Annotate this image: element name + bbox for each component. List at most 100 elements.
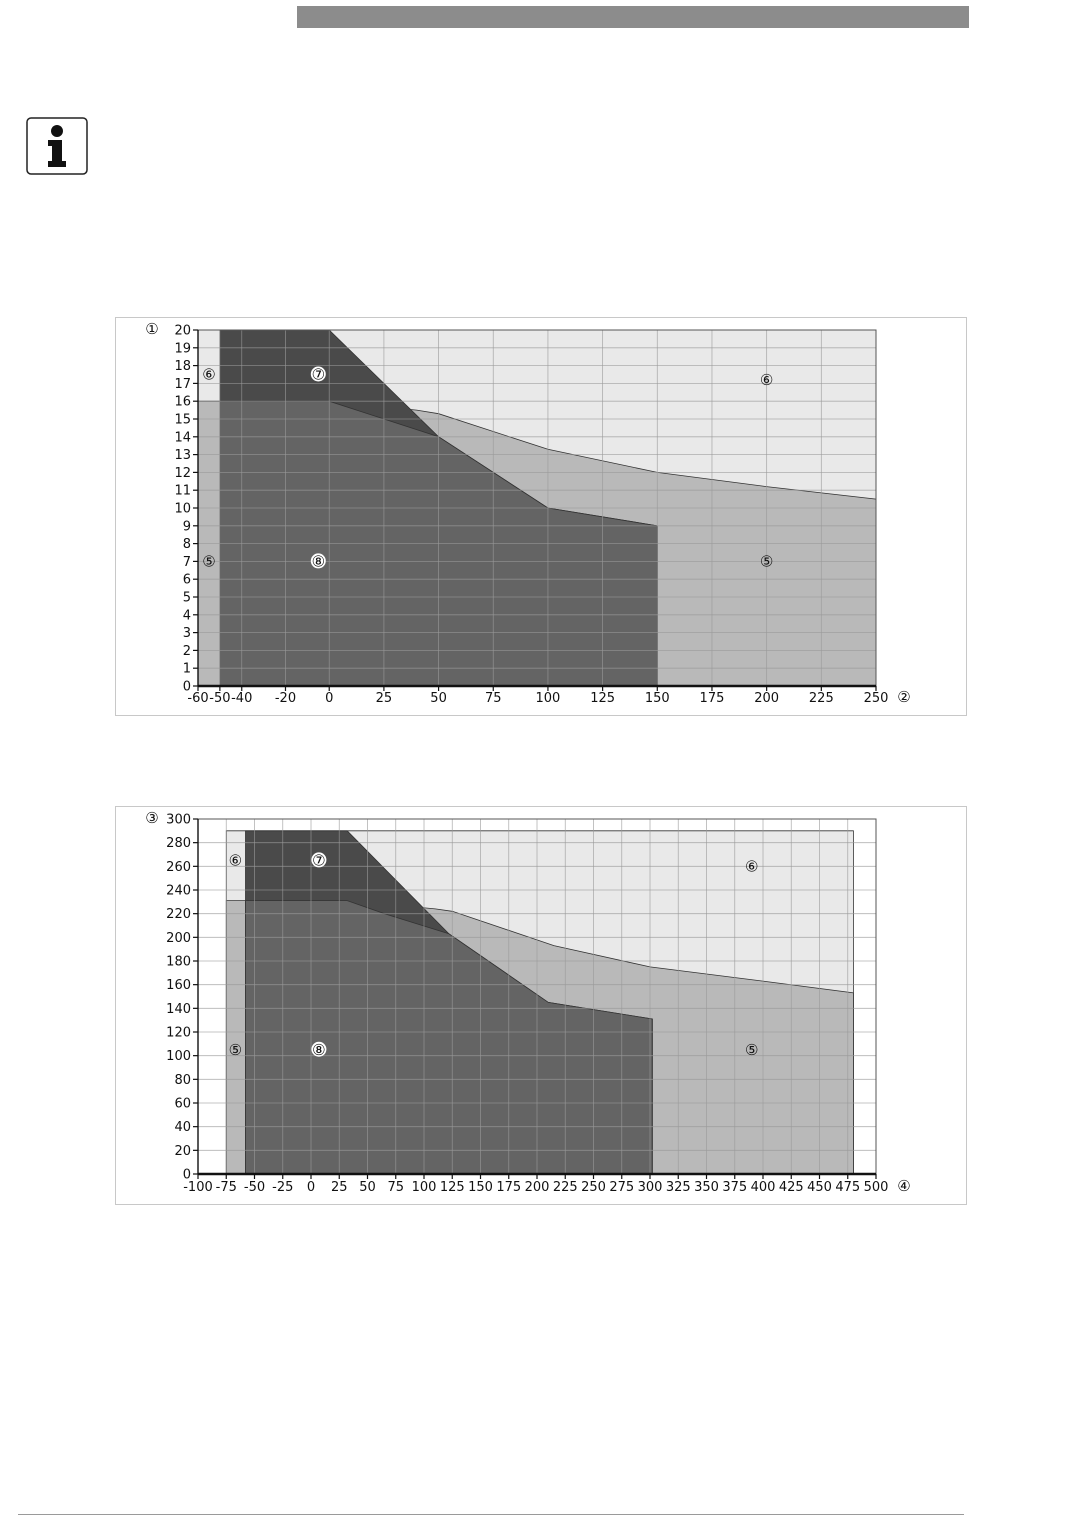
- x-tick-label: 475: [835, 1180, 860, 1195]
- x-axis-marker: ②: [897, 688, 910, 706]
- footer-rule: [18, 1514, 964, 1515]
- x-tick-label: -75: [216, 1180, 237, 1195]
- chart-2-frame: 0 20 40 60 80 100 120 140 160 180 200 220 240 260 280 3…: [115, 806, 967, 1205]
- y-tick-label: 5: [183, 591, 191, 606]
- x-tick-label: 250: [581, 1180, 606, 1195]
- y-tick-label: 15: [174, 413, 191, 428]
- y-axis-marker: ①: [145, 320, 158, 338]
- y-tick-label: 180: [166, 955, 191, 970]
- x-tick-label: -50: [244, 1180, 265, 1195]
- zone-label-backdrop: [311, 852, 327, 868]
- y-tick-label: 20: [174, 324, 191, 339]
- zone-label: ⑤: [229, 1041, 242, 1059]
- x-tick-label: 150: [468, 1180, 493, 1195]
- y-tick-label: 20: [174, 1144, 191, 1159]
- x-tick-label: -25: [272, 1180, 293, 1195]
- x-tick-label: 125: [440, 1180, 465, 1195]
- zone-label-backdrop: [310, 553, 326, 569]
- x-tick-label: 200: [525, 1180, 550, 1195]
- y-tick-label: 19: [174, 341, 191, 356]
- x-tick-label: 0: [325, 691, 333, 706]
- header-bar: [297, 6, 969, 28]
- x-tick-label: 50: [430, 691, 447, 706]
- x-tick-label: 150: [645, 691, 670, 706]
- zone-label: ⑥: [229, 851, 242, 869]
- y-tick-label: 60: [174, 1097, 191, 1112]
- x-tick-label: 300: [638, 1180, 663, 1195]
- y-tick-label: 220: [166, 907, 191, 922]
- y-tick-label: 9: [183, 519, 191, 534]
- y-tick-label: 16: [174, 395, 191, 410]
- y-tick-label: 8: [183, 537, 191, 552]
- y-tick-label: 0: [183, 1168, 191, 1183]
- x-tick-label: 25: [376, 691, 393, 706]
- zone-label: ⑧: [312, 1041, 325, 1059]
- y-tick-label: 280: [166, 836, 191, 851]
- x-tick-label: 400: [751, 1180, 776, 1195]
- y-tick-label: 1: [183, 662, 191, 677]
- y-tick-label: 40: [174, 1120, 191, 1135]
- y-tick-label: 18: [174, 359, 191, 374]
- zone-label: ⑦: [312, 851, 325, 869]
- y-tick-label: 4: [183, 608, 191, 623]
- x-tick-label: 100: [536, 691, 561, 706]
- x-tick-label: 325: [666, 1180, 691, 1195]
- x-tick-label: -20: [275, 691, 296, 706]
- chart-2: 0 20 40 60 80 100 120 140 160 180 200 220 240 260 280 3…: [145, 809, 910, 1195]
- y-tick-label: 80: [174, 1073, 191, 1088]
- y-tick-label: 11: [174, 484, 191, 499]
- y-tick-label: 140: [166, 1002, 191, 1017]
- y-tick-label: 2: [183, 644, 191, 659]
- x-tick-label: 175: [496, 1180, 521, 1195]
- x-tick-label: 100: [412, 1180, 437, 1195]
- zone-label: ⑤: [745, 1041, 758, 1059]
- y-tick-label: 120: [166, 1026, 191, 1041]
- zone-label-backdrop: [311, 1041, 327, 1057]
- x-tick-label: 500: [864, 1180, 889, 1195]
- y-tick-label: 14: [174, 430, 191, 445]
- x-tick-label: -60: [187, 691, 208, 706]
- y-tick-label: 260: [166, 860, 191, 875]
- y-tick-label: 240: [166, 884, 191, 899]
- x-tick-label: 375: [722, 1180, 747, 1195]
- x-tick-label: 350: [694, 1180, 719, 1195]
- x-tick-label: 225: [809, 691, 834, 706]
- y-axis-marker: ③: [145, 809, 158, 827]
- zone-label: ⑥: [745, 857, 758, 875]
- y-tick-label: 6: [183, 573, 191, 588]
- x-tick-label: 50: [359, 1180, 376, 1195]
- zone-label: ⑦: [312, 366, 325, 384]
- x-axis-marker: ④: [897, 1177, 910, 1195]
- x-tick-label: 200: [754, 691, 779, 706]
- zone-label: ⑧: [312, 552, 325, 570]
- zone-label: ⑤: [202, 552, 215, 570]
- y-tick-label: 300: [166, 813, 191, 828]
- x-tick-label: 75: [485, 691, 502, 706]
- x-tick-label: 25: [331, 1180, 348, 1195]
- x-tick-label: 175: [700, 691, 725, 706]
- x-tick-label: 125: [590, 691, 615, 706]
- y-tick-label: 160: [166, 978, 191, 993]
- y-tick-label: 7: [183, 555, 191, 570]
- zone-label: ⑤: [760, 552, 773, 570]
- x-tick-label: -40: [231, 691, 252, 706]
- zone-label: ⑥: [202, 366, 215, 384]
- zone-⑧-area: [245, 900, 653, 1175]
- x-tick-label: 0: [307, 1180, 315, 1195]
- x-tick-label: 75: [387, 1180, 404, 1195]
- info-icon: [26, 117, 88, 175]
- x-tick-label: 250: [864, 691, 889, 706]
- y-tick-label: 200: [166, 931, 191, 946]
- y-tick-label: 12: [174, 466, 191, 481]
- x-tick-label: -100: [183, 1180, 213, 1195]
- zone-label-backdrop: [310, 366, 326, 382]
- y-tick-label: 3: [183, 626, 191, 641]
- x-tick-label: -50: [209, 691, 230, 706]
- chart-1-frame: 0 1 2 3 4 5 6 7 8 9 10 11 12 13 14 15 16 17 18 19 20 -60 -50 -4…: [115, 317, 967, 716]
- x-tick-label: 275: [609, 1180, 634, 1195]
- x-tick-label: 225: [553, 1180, 578, 1195]
- zone-label: ⑥: [760, 371, 773, 389]
- y-tick-label: 0: [183, 680, 191, 695]
- y-tick-label: 13: [174, 448, 191, 463]
